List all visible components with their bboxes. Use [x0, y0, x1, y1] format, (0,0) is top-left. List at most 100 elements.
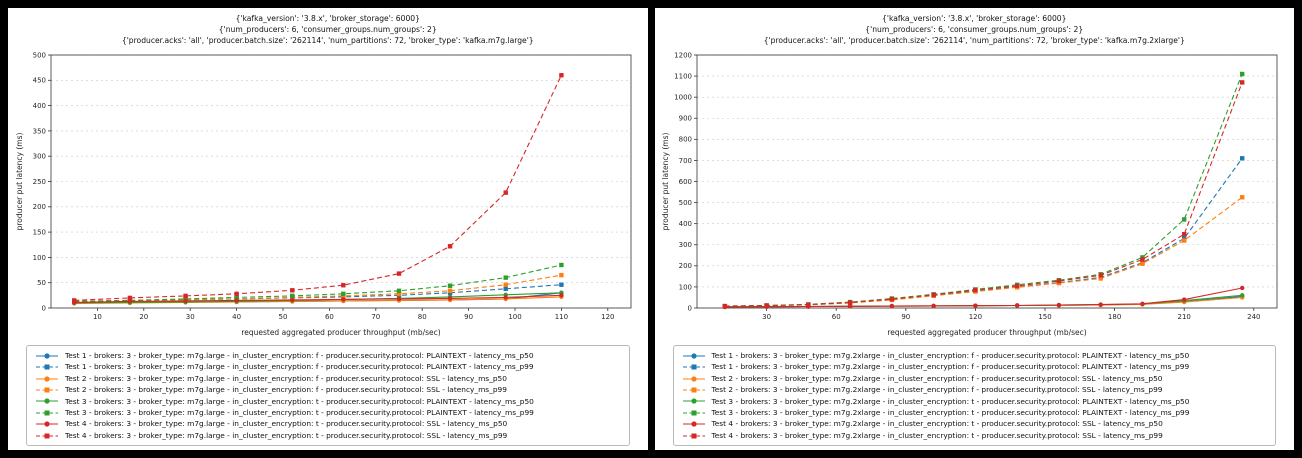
svg-text:210: 210: [1178, 313, 1191, 321]
chart-panel-m7g-2xlarge: {'kafka_version': '3.8.x', 'broker_stora…: [654, 8, 1294, 450]
svg-text:0: 0: [41, 304, 45, 312]
legend-item: Test 3 - brokers: 3 - broker_type: m7g.2…: [682, 396, 1268, 407]
chart-title-line-3: {'producer.acks': 'all', 'producer.batch…: [121, 36, 534, 45]
legend-marker-icon: [36, 410, 58, 416]
legend-item: Test 4 - brokers: 3 - broker_type: m7g.2…: [682, 418, 1268, 429]
legend-marker-icon: [682, 375, 705, 382]
legend-label: Test 2 - brokers: 3 - broker_type: m7g.l…: [65, 385, 507, 395]
svg-text:30: 30: [185, 313, 194, 321]
legend-marker-icon: [682, 421, 705, 427]
latency-chart-m7g-large: 0 50 100 150 200 250 300 350 400 450 500 10 20 30 40 50…: [15, 51, 632, 337]
svg-text:200: 200: [32, 203, 45, 211]
chart-title-line-1: {'kafka_version': '3.8.x', 'broker_stora…: [235, 14, 420, 23]
legend-item: Test 4 - brokers: 3 - broker_type: m7g.l…: [35, 418, 621, 429]
legend-item: Test 2 - brokers: 3 - broker_type: m7g.l…: [35, 373, 621, 384]
svg-text:70: 70: [371, 313, 380, 321]
svg-text:100: 100: [508, 313, 521, 321]
legend-item: Test 1 - brokers: 3 - broker_type: m7g.2…: [682, 350, 1268, 361]
legend-marker-icon: [36, 353, 58, 359]
svg-text:60: 60: [832, 313, 841, 321]
svg-text:800: 800: [679, 136, 692, 144]
svg-text:150: 150: [32, 229, 45, 237]
svg-text:200: 200: [679, 262, 692, 270]
svg-text:requested aggregated producer: requested aggregated producer throughput…: [241, 328, 440, 337]
legend-marker-icon: [682, 364, 705, 370]
legend-item: Test 1 - brokers: 3 - broker_type: m7g.l…: [35, 361, 621, 372]
svg-text:300: 300: [679, 241, 692, 249]
legend-marker-icon: [682, 398, 705, 404]
chart-title-line-3: {'producer.acks': 'all', 'producer.batch…: [763, 36, 1185, 45]
legend-label: Test 4 - brokers: 3 - broker_type: m7g.l…: [65, 419, 508, 429]
legend-marker-icon: [36, 364, 58, 370]
legend-label: Test 1 - brokers: 3 - broker_type: m7g.2…: [711, 351, 1190, 360]
legend-label: Test 1 - brokers: 3 - broker_type: m7g.l…: [65, 362, 534, 372]
legend-label: Test 3 - brokers: 3 - broker_type: m7g.l…: [65, 396, 534, 406]
latency-chart-m7g-2xlarge: 0 100 200 300 400 500 600 700 800 900 1000 1100 1200…: [661, 51, 1278, 337]
chart-title-line-2: {'num_producers': 6, 'consumer_groups.nu…: [218, 25, 437, 34]
svg-text:500: 500: [679, 199, 692, 207]
svg-text:240: 240: [1247, 313, 1260, 321]
legend-marker-icon: [36, 375, 58, 382]
legend-label: Test 1 - brokers: 3 - broker_type: m7g.2…: [711, 362, 1190, 372]
legend-marker-icon: [682, 410, 705, 416]
legend-marker-icon: [682, 433, 705, 439]
svg-text:90: 90: [464, 313, 473, 321]
svg-text:500: 500: [32, 51, 45, 59]
svg-text:50: 50: [278, 313, 287, 321]
legend-label: Test 4 - brokers: 3 - broker_type: m7g.2…: [711, 419, 1163, 429]
svg-text:producer put latency (ms): producer put latency (ms): [15, 133, 24, 231]
svg-text:110: 110: [554, 313, 567, 321]
chart-title-block: {'kafka_version': '3.8.x', 'broker_stora…: [8, 8, 648, 46]
svg-text:100: 100: [32, 254, 45, 262]
svg-text:10: 10: [93, 313, 102, 321]
svg-text:90: 90: [902, 313, 911, 321]
legend-label: Test 4 - brokers: 3 - broker_type: m7g.2…: [711, 430, 1163, 440]
svg-text:0: 0: [688, 304, 692, 312]
legend-marker-icon: [36, 421, 58, 427]
chart-panel-m7g-large: {'kafka_version': '3.8.x', 'broker_stora…: [8, 8, 648, 450]
chart-legend-m7g-large: Test 1 - brokers: 3 - broker_type: m7g.l…: [26, 345, 630, 447]
svg-text:180: 180: [1108, 313, 1121, 321]
legend-item: Test 1 - brokers: 3 - broker_type: m7g.l…: [35, 350, 621, 361]
legend-label: Test 2 - brokers: 3 - broker_type: m7g.l…: [65, 373, 507, 383]
legend-marker-icon: [682, 353, 705, 359]
svg-text:450: 450: [32, 77, 45, 85]
svg-text:600: 600: [679, 178, 692, 186]
svg-text:700: 700: [679, 157, 692, 165]
legend-item: Test 3 - brokers: 3 - broker_type: m7g.2…: [682, 407, 1268, 418]
legend-marker-icon: [36, 387, 58, 393]
legend-label: Test 1 - brokers: 3 - broker_type: m7g.l…: [65, 351, 534, 360]
svg-text:300: 300: [32, 153, 45, 161]
svg-text:60: 60: [325, 313, 334, 321]
svg-text:20: 20: [139, 313, 148, 321]
svg-text:80: 80: [417, 313, 426, 321]
svg-text:1200: 1200: [674, 51, 692, 59]
svg-text:1000: 1000: [674, 94, 692, 102]
legend-marker-icon: [36, 433, 58, 439]
svg-text:400: 400: [32, 102, 45, 110]
svg-text:350: 350: [32, 127, 45, 135]
legend-item: Test 2 - brokers: 3 - broker_type: m7g.2…: [682, 384, 1268, 395]
svg-text:120: 120: [969, 313, 982, 321]
legend-label: Test 4 - brokers: 3 - broker_type: m7g.l…: [65, 430, 508, 440]
legend-item: Test 2 - brokers: 3 - broker_type: m7g.2…: [682, 373, 1268, 384]
svg-text:100: 100: [679, 283, 692, 291]
legend-item: Test 2 - brokers: 3 - broker_type: m7g.l…: [35, 384, 621, 395]
chart-title-line-2: {'num_producers': 6, 'consumer_groups.nu…: [865, 25, 1084, 34]
svg-text:50: 50: [37, 279, 46, 287]
chart-legend-m7g-2xlarge: Test 1 - brokers: 3 - broker_type: m7g.2…: [672, 345, 1276, 447]
legend-item: Test 3 - brokers: 3 - broker_type: m7g.l…: [35, 396, 621, 407]
legend-item: Test 1 - brokers: 3 - broker_type: m7g.2…: [682, 361, 1268, 372]
svg-text:30: 30: [762, 313, 771, 321]
legend-item: Test 3 - brokers: 3 - broker_type: m7g.l…: [35, 407, 621, 418]
legend-label: Test 2 - brokers: 3 - broker_type: m7g.2…: [711, 373, 1163, 383]
svg-text:120: 120: [601, 313, 614, 321]
svg-text:250: 250: [32, 178, 45, 186]
svg-text:producer put latency (ms): producer put latency (ms): [661, 133, 670, 231]
chart-title-line-1: {'kafka_version': '3.8.x', 'broker_stora…: [882, 14, 1067, 23]
svg-text:1100: 1100: [674, 72, 692, 80]
svg-text:150: 150: [1039, 313, 1052, 321]
legend-label: Test 3 - brokers: 3 - broker_type: m7g.l…: [65, 408, 534, 418]
